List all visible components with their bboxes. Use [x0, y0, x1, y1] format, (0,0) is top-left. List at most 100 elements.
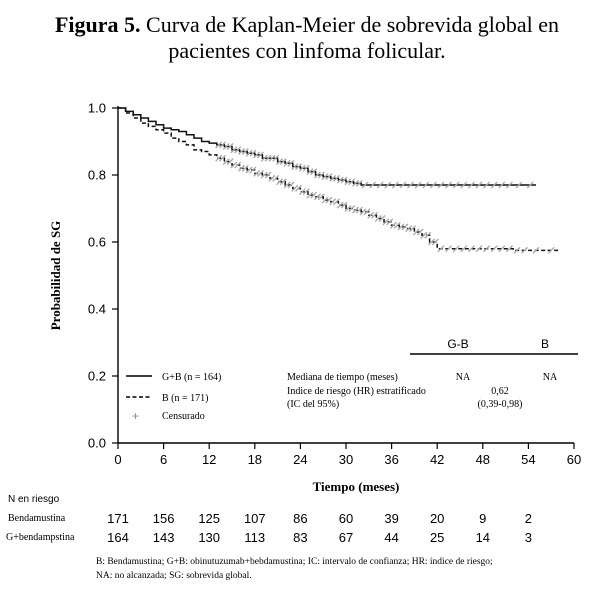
censored-mark: [268, 174, 276, 182]
censored-mark: [521, 246, 529, 254]
censored-mark: [325, 196, 333, 204]
censored-mark: [355, 179, 363, 187]
censored-mark: [384, 181, 392, 189]
risk-value: 67: [338, 530, 354, 545]
censored-mark: [329, 198, 337, 206]
censored-mark: [298, 188, 306, 196]
censored-mark: [310, 168, 318, 176]
risk-value: 60: [338, 511, 354, 526]
risk-value: 125: [198, 511, 221, 526]
censored-mark: [260, 171, 268, 179]
censored-mark: [291, 163, 299, 171]
censored-mark: [409, 225, 416, 233]
censored-mark: [306, 191, 314, 199]
censored-mark: [264, 154, 272, 162]
risk-value: 3: [524, 530, 532, 545]
censored-mark: [219, 141, 226, 149]
censored-mark: [302, 188, 310, 196]
censored-mark: [264, 171, 272, 179]
stats-value-gb: (0,39-0,98): [478, 399, 523, 410]
censored-mark: [238, 164, 245, 172]
censored-mark: [515, 181, 523, 189]
censored-mark: [428, 238, 435, 246]
censored-mark: [253, 169, 261, 177]
risk-row-bendamustina: Bendamustina 171 156 125 107 86 60 39 20 9 2: [0, 511, 614, 529]
x-tick-label: 60: [567, 452, 581, 467]
censored-mark: [249, 166, 257, 174]
x-tick-label: 24: [293, 452, 307, 467]
censored-mark: [279, 158, 287, 166]
title-line-1: Curva de Kaplan-Meier de sobrevida globa…: [140, 12, 560, 37]
censored-mark: [505, 181, 513, 189]
stats-value-gb: NA: [456, 372, 471, 383]
censored-mark: [467, 245, 475, 253]
censored-mark: [391, 181, 399, 189]
risk-value: 20: [429, 511, 445, 526]
censored-mark: [424, 231, 432, 239]
censored-mark: [498, 181, 506, 189]
censored-mark: [386, 218, 394, 226]
censored-mark: [298, 164, 306, 172]
censored-mark: [483, 245, 491, 253]
stats-value-gb: 0,62: [491, 386, 509, 397]
censored-mark: [336, 201, 344, 209]
censored-mark: [452, 245, 460, 253]
stats-header-gb: G-B: [447, 337, 468, 351]
censored-mark: [498, 245, 506, 253]
x-tick-label: 6: [160, 452, 167, 467]
censored-mark: [260, 154, 268, 162]
censored-mark: [215, 154, 223, 162]
censored-mark: [532, 246, 540, 254]
censored-mark: [407, 181, 415, 189]
censored-mark: [219, 154, 226, 162]
censored-mark: [505, 245, 513, 253]
stats-row-label: Indice de riesgo (HR) estratificado: [287, 386, 426, 397]
censored-mark: [445, 181, 453, 189]
x-tick-label: 0: [114, 452, 121, 467]
censored-mark: [314, 193, 321, 201]
risk-value: 171: [107, 511, 129, 526]
title-line-2: pacientes con linfoma folicular.: [168, 38, 446, 63]
censored-mark: [314, 171, 321, 179]
censored-mark: [222, 158, 230, 166]
censored-mark: [475, 245, 483, 253]
censored-mark: [238, 148, 245, 156]
censored-mark: [348, 205, 356, 212]
y-axis-label: Probabilidad de SG: [48, 221, 63, 331]
x-tick-label: 30: [339, 452, 353, 467]
censored-mark: [414, 181, 422, 189]
censored-mark: [333, 198, 340, 206]
y-tick-label: 0.4: [88, 302, 106, 317]
x-tick-label: 12: [202, 452, 216, 467]
censored-mark: [329, 174, 337, 182]
series-line-b: [118, 107, 559, 252]
censored-mark: [295, 163, 302, 171]
risk-table-header: N en riesgo: [8, 494, 60, 505]
risk-value: 25: [429, 530, 445, 545]
censored-mark: [513, 246, 521, 254]
risk-value: 9: [479, 511, 487, 526]
censored-mark: [317, 171, 325, 179]
legend-label-b: B (n = 171): [162, 393, 208, 404]
censored-mark: [226, 143, 234, 151]
y-tick-label: 0.2: [88, 369, 106, 384]
footnote: B: Bendamustina; G+B: obinutuzumab+bebda…: [96, 555, 596, 583]
censored-mark: [321, 196, 329, 204]
risk-row-label: Bendamustina: [8, 513, 66, 524]
risk-value: 83: [293, 530, 308, 545]
censored-mark: [283, 181, 291, 189]
censored-mark: [416, 228, 424, 236]
censored-mark: [340, 201, 348, 209]
censored-mark: [359, 208, 367, 216]
censored-mark: [490, 245, 498, 253]
risk-value: 86: [293, 511, 308, 526]
figure-title: Figura 5. Curva de Kaplan-Meier de sobre…: [0, 12, 614, 64]
censored-mark: [361, 181, 369, 189]
risk-value: 44: [384, 530, 399, 545]
censored-mark: [475, 181, 483, 189]
censored-mark: [547, 246, 555, 254]
censored-mark: [215, 141, 223, 149]
legend-censored-symbol: +: [132, 409, 139, 423]
x-tick-label: 18: [248, 452, 262, 467]
x-tick-label: 36: [384, 452, 398, 467]
